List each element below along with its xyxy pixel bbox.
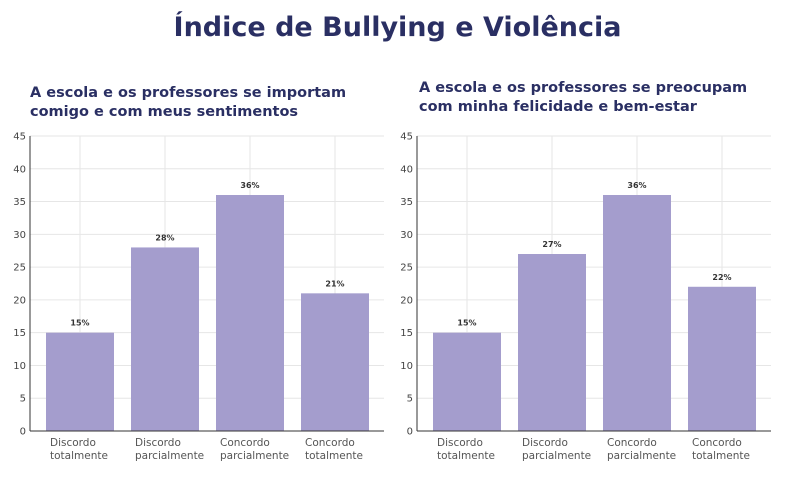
y-tick-label: 10 [400,361,413,372]
y-tick-label: 40 [400,164,413,175]
x-tick-label: totalmente [50,450,108,462]
x-tick-label: parcialmente [607,450,676,462]
data-label: 22% [712,273,731,282]
data-label: 28% [155,233,174,242]
y-tick-label: 40 [13,164,26,175]
x-tick-label: Concordo [305,437,355,449]
data-label: 15% [457,319,476,328]
page-title: Índice de Bullying e Violência [173,12,622,43]
y-tick-label: 10 [13,361,26,372]
bar [131,247,199,431]
y-tick-label: 15 [13,328,26,339]
x-tick-label: parcialmente [522,450,591,462]
x-tick-label: Discordo [522,437,568,449]
bar [688,286,756,431]
chart-title-line: com minha felicidade e bem-estar [419,99,697,115]
y-tick-label: 20 [400,295,413,306]
y-tick-label: 35 [13,197,26,208]
bar [518,254,586,431]
x-tick-label: totalmente [305,450,363,462]
y-tick-label: 15 [400,328,413,339]
y-tick-label: 25 [13,263,26,274]
x-tick-label: totalmente [692,450,750,462]
x-tick-label: Discordo [437,437,483,449]
x-tick-label: parcialmente [220,450,289,462]
data-label: 15% [70,319,89,328]
x-tick-label: Concordo [220,437,270,449]
x-tick-label: Discordo [50,437,96,449]
bar [301,293,369,431]
bar [603,195,671,431]
y-tick-label: 20 [13,295,26,306]
chart-title-line: comigo e com meus sentimentos [30,104,299,120]
bar [433,332,501,431]
x-tick-label: Concordo [692,437,742,449]
bar [216,195,284,431]
y-tick-label: 45 [13,132,26,143]
y-tick-label: 25 [400,263,413,274]
y-tick-label: 0 [20,427,26,438]
y-tick-label: 45 [400,132,413,143]
y-tick-label: 35 [400,197,413,208]
chart-title-right: A escola e os professores se preocupam c… [419,79,747,117]
y-tick-label: 5 [20,394,26,405]
chart-title-left: A escola e os professores se importam co… [30,84,346,122]
x-tick-label: Discordo [135,437,181,449]
y-tick-label: 30 [13,230,26,241]
data-label: 36% [627,181,646,190]
x-tick-label: parcialmente [135,450,204,462]
y-tick-label: 0 [407,427,413,438]
x-tick-label: totalmente [437,450,495,462]
chart-title-line: A escola e os professores se importam [30,85,347,101]
data-label: 36% [240,181,259,190]
y-tick-label: 5 [407,394,413,405]
data-label: 27% [542,240,561,249]
data-label: 21% [325,279,344,288]
chart-title-line: A escola e os professores se preocupam [419,80,748,96]
y-tick-label: 30 [400,230,413,241]
bar [46,332,114,431]
x-tick-label: Concordo [607,437,657,449]
